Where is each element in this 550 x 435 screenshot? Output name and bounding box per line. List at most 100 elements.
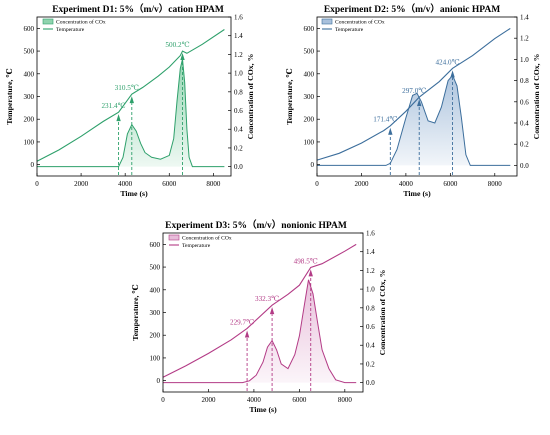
x-tick-label: 4000 <box>247 396 262 404</box>
marker-label: 500.2℃ <box>165 41 189 49</box>
x-tick-label: 0 <box>161 396 165 404</box>
x-axis-label: Time (s) <box>120 189 148 198</box>
marker-arrow-icon <box>450 70 455 78</box>
y-right-tick-label: 0.6 <box>234 107 243 115</box>
y-left-tick-label: 500 <box>150 264 161 272</box>
y-left-tick-label: 200 <box>150 332 161 340</box>
y-left-tick-label: 500 <box>24 48 35 56</box>
y-right-tick-label: 1.0 <box>366 286 375 294</box>
chart-d2: Experiment D2: 5%（m/v）anionic HPAM 171.4℃… <box>285 3 541 198</box>
y-left-tick-label: 600 <box>150 241 161 249</box>
y-right-tick-label: 1.0 <box>234 70 243 78</box>
y-left-tick-label: 600 <box>24 25 35 33</box>
y-left-axis-label: Temperature, ℃ <box>285 68 294 125</box>
y-right-axis-label: Concentration of COx, % <box>532 53 541 139</box>
chart-d1: Experiment D1: 5%（m/v）cation HPAM 231.4℃ 3… <box>5 3 255 198</box>
y-left-tick-label: 100 <box>304 138 315 146</box>
concentration-line <box>163 279 357 384</box>
x-tick-label: 6000 <box>292 396 307 404</box>
marker-arrow-icon <box>388 127 393 135</box>
x-tick-label: 6000 <box>162 180 177 188</box>
legend-label-concentration: Concentration of COx <box>335 19 385 26</box>
y-right-tick-label: 0.2 <box>366 360 375 368</box>
marker-arrow-icon <box>244 330 250 338</box>
y-right-tick-label: 1.6 <box>234 14 243 22</box>
temperature-line <box>162 243 357 378</box>
y-right-tick-label: 0.4 <box>366 342 375 350</box>
y-left-tick-label: 100 <box>150 354 161 362</box>
y-right-tick-label: 1.2 <box>520 35 529 43</box>
legend-swatch-concentration <box>321 18 333 25</box>
marker-arrow-icon <box>308 269 313 277</box>
marker-label: 297.0℃ <box>402 87 426 95</box>
y-right-axis-label: Concentration of COx, % <box>378 269 387 355</box>
y-right-tick-label: 0.8 <box>366 304 375 312</box>
marker-label: 171.4℃ <box>373 116 397 124</box>
x-tick-label: 0 <box>35 180 39 188</box>
legend-label-temperature: Temperature <box>56 27 85 33</box>
y-left-tick-label: 400 <box>304 70 315 78</box>
marker-arrow-icon <box>116 114 121 122</box>
chart-title: Experiment D3: 5%（m/v）nonionic HPAM <box>165 219 347 231</box>
y-right-tick-label: 0.2 <box>520 141 529 149</box>
x-tick-label: 6000 <box>443 180 458 188</box>
legend-label-temperature: Temperature <box>335 27 364 33</box>
y-left-tick-label: 300 <box>304 93 315 101</box>
y-left-tick-label: 300 <box>150 309 161 317</box>
marker-label: 229.7℃ <box>230 318 254 326</box>
y-left-tick-label: 0 <box>31 161 35 169</box>
y-right-tick-label: 1.2 <box>234 51 243 59</box>
y-right-tick-label: 0.6 <box>520 98 529 106</box>
x-axis-label: Time (s) <box>249 405 277 414</box>
y-right-tick-label: 0.0 <box>366 379 375 387</box>
chart-title: Experiment D1: 5%（m/v）cation HPAM <box>52 3 224 15</box>
concentration-line <box>317 74 511 166</box>
y-left-axis-label: Temperature, ℃ <box>5 68 14 125</box>
y-left-tick-label: 600 <box>304 25 315 33</box>
x-tick-label: 0 <box>315 180 319 188</box>
x-tick-label: 8000 <box>488 180 503 188</box>
y-right-tick-label: 0.4 <box>234 126 243 134</box>
x-tick-label: 4000 <box>399 180 414 188</box>
x-tick-label: 8000 <box>338 396 353 404</box>
legend-label-concentration: Concentration of COx <box>56 19 106 26</box>
marker-label: 310.5℃ <box>115 84 139 92</box>
temperature-line <box>36 29 225 162</box>
y-right-tick-label: 1.4 <box>234 32 243 40</box>
y-left-tick-label: 300 <box>24 93 35 101</box>
x-tick-label: 2000 <box>201 396 216 404</box>
y-left-tick-label: 200 <box>24 116 35 124</box>
x-tick-label: 4000 <box>118 180 133 188</box>
concentration-area <box>317 75 511 166</box>
y-right-tick-label: 0.8 <box>234 88 243 96</box>
temperature-line <box>316 27 511 161</box>
y-right-tick-label: 1.6 <box>366 230 375 238</box>
concentration-line <box>37 58 225 168</box>
y-left-tick-label: 400 <box>24 70 35 78</box>
chart-d3: Experiment D3: 5%（m/v）nonionic HPAM 229.7… <box>131 219 387 414</box>
y-right-axis-label: Concentration of COx, % <box>246 53 255 139</box>
legend-swatch-concentration <box>42 18 54 25</box>
y-right-tick-label: 1.2 <box>366 267 375 275</box>
marker-arrow-icon <box>129 96 134 104</box>
y-right-tick-label: 0.2 <box>234 144 243 152</box>
y-left-tick-label: 500 <box>304 48 315 56</box>
marker-arrow-icon <box>269 307 275 315</box>
y-right-tick-label: 1.4 <box>366 248 375 256</box>
y-left-tick-label: 200 <box>304 116 315 124</box>
legend-label-temperature: Temperature <box>182 243 211 249</box>
marker-label: 424.0℃ <box>435 58 459 66</box>
y-right-tick-label: 0.4 <box>520 120 529 128</box>
chart-title: Experiment D2: 5%（m/v）anionic HPAM <box>324 3 500 15</box>
x-axis-label: Time (s) <box>403 189 431 198</box>
concentration-area <box>163 279 357 383</box>
legend-swatch-concentration <box>168 234 180 241</box>
y-left-tick-label: 400 <box>150 286 161 294</box>
legend-label-concentration: Concentration of COx <box>182 235 232 242</box>
marker-arrow-icon <box>417 99 422 107</box>
x-tick-label: 8000 <box>206 180 221 188</box>
